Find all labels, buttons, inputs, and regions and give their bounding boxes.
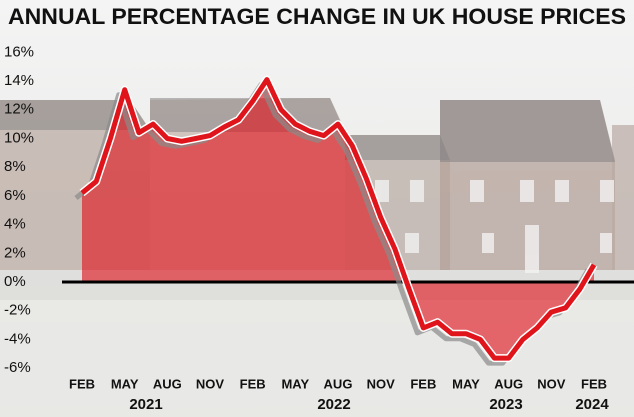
y-tick-label: 0% [4,273,26,290]
y-tick-label: -4% [4,330,31,347]
y-tick-label: 8% [4,158,26,175]
x-tick-label: AUG [324,376,353,391]
x-tick-label: FEB [410,376,436,391]
y-tick-label: -2% [4,302,31,319]
y-tick-label: 2% [4,244,26,261]
x-tick-label: MAY [452,376,480,391]
x-tick-label: AUG [153,376,182,391]
y-tick-label: -6% [4,359,31,376]
x-tick-label: MAY [281,376,309,391]
y-tick-label: 4% [4,216,26,233]
y-tick-label: 14% [4,72,34,89]
x-tick-label: NOV [367,376,396,391]
year-label: 2023 [489,396,522,413]
x-tick-label: MAY [111,376,139,391]
x-tick-label: FEB [240,376,266,391]
y-tick-label: 10% [4,129,34,146]
y-tick-label: 12% [4,101,34,118]
x-tick-label: NOV [537,376,566,391]
year-label: 2022 [317,396,350,413]
x-tick-label: FEB [69,376,95,391]
x-tick-label: FEB [581,376,607,391]
line [80,77,597,361]
x-tick-label: NOV [196,376,225,391]
x-tick-label: AUG [494,376,523,391]
chart-title: ANNUAL PERCENTAGE CHANGE IN UK HOUSE PRI… [8,4,626,29]
year-label: 2021 [129,396,162,413]
year-label: 2024 [575,396,609,413]
y-tick-label: 16% [4,43,34,60]
area [82,79,594,359]
y-tick-label: 6% [4,187,26,204]
